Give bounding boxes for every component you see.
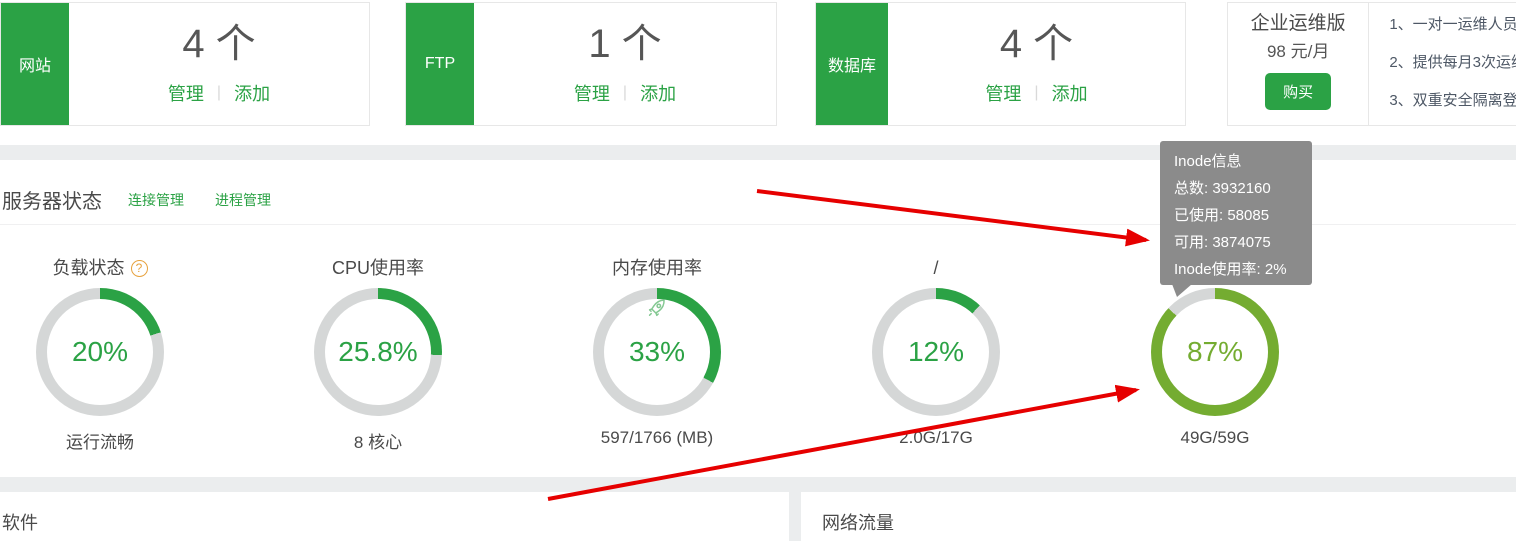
network-section-title: 网络流量	[822, 513, 894, 533]
software-panel	[0, 492, 789, 541]
data-disk-label: 49G/59G	[1180, 428, 1250, 447]
ftp-add-link[interactable]: 添加	[640, 84, 677, 104]
load-ring[interactable]: 20%	[36, 288, 164, 416]
load-gauge-title: 负载状态?	[0, 256, 210, 284]
promo-price: 98 元/月	[1266, 42, 1330, 61]
section-divider-band	[0, 145, 1516, 160]
websites-add-link[interactable]: 添加	[234, 84, 271, 104]
tooltip-pointer	[1172, 284, 1192, 297]
load-label: 运行流畅	[66, 433, 134, 452]
load-gauge: 负载状态? 20% 运行流畅	[0, 256, 210, 453]
divider: |	[216, 84, 222, 101]
root-disk-label: 2.0G/17G	[899, 428, 973, 447]
annotation-arrow-1	[756, 189, 1150, 247]
memory-ring[interactable]: 33%	[593, 288, 721, 416]
memory-value: 33%	[628, 336, 686, 367]
server-status-title: 服务器状态	[2, 191, 102, 213]
rocket-icon	[645, 296, 669, 325]
divider: |	[622, 84, 628, 101]
enterprise-ops-card: 企业运维版 98 元/月 购买 1、一对一运维人员 2、提供每月3次运维 3、双…	[1227, 2, 1516, 126]
root-disk-gauge-title: /	[933, 258, 939, 278]
websites-card: 网站 4 个 管理 | 添加	[0, 2, 370, 126]
promo-feature-list: 1、一对一运维人员 2、提供每月3次运维 3、双重安全隔离登	[1368, 3, 1516, 125]
ftp-tab: FTP	[406, 3, 474, 125]
root-disk-gauge: / 12% 2.0G/17G	[826, 256, 1046, 448]
websites-manage-link[interactable]: 管理	[167, 84, 204, 104]
data-disk-value: 87%	[1186, 336, 1244, 367]
cpu-value: 25.8%	[338, 336, 418, 367]
inode-free: 可用: 3874075	[1174, 234, 1271, 251]
inode-tooltip: Inode信息 总数: 3932160 已使用: 58085 可用: 38740…	[1160, 141, 1312, 297]
database-card: 数据库 4 个 管理 | 添加	[815, 2, 1186, 126]
data-disk-ring[interactable]: 87%	[1151, 288, 1279, 416]
memory-gauge: 内存使用率 33% 597/1766 (MB)	[547, 256, 767, 448]
root-disk-ring[interactable]: 12%	[872, 288, 1000, 416]
cpu-label: 8 核心	[353, 433, 403, 452]
database-tab: 数据库	[816, 3, 888, 125]
load-value: 20%	[71, 336, 129, 367]
connection-manage-link[interactable]: 连接管理	[128, 192, 184, 208]
websites-count: 4 个	[182, 22, 256, 66]
promo-feature: 2、提供每月3次运维	[1389, 54, 1516, 71]
memory-label: 597/1766 (MB)	[600, 428, 714, 447]
websites-tab: 网站	[1, 3, 69, 125]
help-icon[interactable]: ?	[130, 260, 148, 277]
database-count: 4 个	[999, 22, 1074, 66]
inode-usage: Inode使用率: 2%	[1174, 261, 1287, 278]
cpu-gauge-title: CPU使用率	[331, 258, 424, 278]
buy-button[interactable]: 购买	[1265, 73, 1332, 110]
promo-feature: 1、一对一运维人员	[1389, 16, 1516, 33]
divider: |	[1034, 84, 1039, 101]
promo-feature: 3、双重安全隔离登	[1389, 92, 1516, 109]
data-disk-gauge: 87% 49G/59G	[1105, 256, 1325, 448]
ftp-card: FTP 1 个 管理 | 添加	[405, 2, 777, 126]
memory-gauge-title: 内存使用率	[612, 258, 702, 278]
cpu-gauge: CPU使用率 25.8% 8 核心	[268, 256, 488, 453]
inode-total: 总数: 3932160	[1174, 180, 1271, 197]
network-panel	[801, 492, 1516, 541]
database-add-link[interactable]: 添加	[1051, 84, 1088, 104]
database-manage-link[interactable]: 管理	[985, 84, 1022, 104]
cpu-ring[interactable]: 25.8%	[314, 288, 442, 416]
promo-title: 企业运维版	[1250, 13, 1346, 34]
root-disk-value: 12%	[907, 336, 965, 367]
inode-used: 已使用: 58085	[1174, 207, 1270, 224]
ftp-manage-link[interactable]: 管理	[573, 84, 610, 104]
ftp-count: 1 个	[588, 22, 662, 66]
software-section-title: 软件	[2, 513, 38, 533]
process-manage-link[interactable]: 进程管理	[215, 192, 271, 208]
inode-tooltip-title: Inode信息	[1174, 153, 1242, 170]
